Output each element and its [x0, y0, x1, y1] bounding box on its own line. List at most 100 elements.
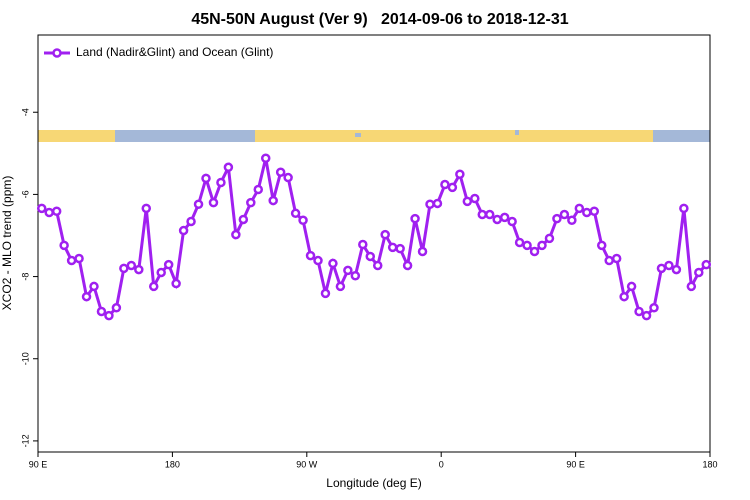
point: [410, 213, 420, 224]
point: [148, 281, 159, 292]
point: [246, 197, 256, 208]
y-axis-title: XCO2 - MLO trend (ppm): [0, 176, 14, 311]
point: [671, 264, 682, 275]
point: [89, 281, 99, 292]
legend-marker: [52, 48, 62, 58]
point: [425, 199, 435, 210]
y-tick-label: -4: [20, 108, 30, 116]
point: [44, 207, 54, 218]
point: [238, 214, 249, 225]
point: [477, 209, 488, 220]
y-tick-label: -8: [20, 273, 30, 281]
point: [163, 259, 174, 270]
point: [380, 229, 390, 240]
point: [365, 251, 376, 262]
point: [313, 255, 323, 266]
point: [679, 203, 689, 214]
point: [350, 271, 361, 281]
x-tick-label: 90 E: [566, 459, 585, 469]
point: [492, 214, 502, 225]
point: [260, 153, 271, 164]
point: [223, 162, 234, 173]
point: [96, 306, 107, 317]
point: [559, 209, 570, 220]
point: [701, 259, 712, 270]
point: [171, 278, 181, 289]
point: [335, 281, 346, 292]
point: [589, 206, 600, 216]
point: [201, 173, 211, 184]
point: [283, 172, 293, 183]
point: [664, 260, 674, 271]
point: [320, 288, 331, 299]
point: [604, 255, 614, 266]
point: [126, 260, 137, 271]
point: [447, 182, 458, 193]
point: [402, 260, 413, 271]
point: [440, 179, 450, 190]
point: [544, 233, 555, 244]
point: [119, 263, 129, 274]
point: [686, 281, 697, 292]
point: [417, 246, 428, 257]
legend-label: Land (Nadir&Glint) and Ocean (Glint): [76, 45, 273, 59]
y-tick-label: -12: [20, 434, 30, 447]
point: [626, 281, 637, 292]
point: [649, 303, 659, 313]
point: [529, 246, 540, 257]
x-axis-title: Longitude (deg E): [326, 476, 421, 490]
x-tick-label: 90 E: [29, 459, 48, 469]
point: [305, 250, 316, 261]
point: [634, 306, 644, 317]
point: [462, 196, 473, 207]
point: [81, 291, 92, 302]
point: [656, 263, 667, 274]
point: [395, 243, 405, 254]
point: [619, 291, 629, 302]
y-tick-label: -10: [20, 352, 30, 365]
point: [36, 203, 47, 214]
x-tick-label: 90 W: [296, 459, 318, 469]
ocean: [515, 130, 519, 135]
x-tick-label: 180: [702, 459, 717, 469]
point: [343, 265, 353, 276]
point: [567, 215, 577, 226]
point: [216, 177, 226, 188]
point: [298, 215, 308, 226]
point: [574, 203, 585, 214]
land-ocean-strip: [38, 130, 710, 142]
point: [208, 197, 219, 208]
point: [111, 303, 122, 313]
point: [552, 213, 562, 224]
point: [432, 198, 443, 209]
point: [484, 209, 495, 220]
point: [141, 203, 152, 214]
point: [522, 240, 532, 251]
ocean: [355, 133, 361, 137]
point: [596, 240, 607, 251]
chart-title: 45N-50N August (Ver 9) 2014-09-06 to 201…: [191, 11, 568, 28]
point: [193, 199, 204, 210]
plot-frame: [37, 34, 711, 453]
point: [51, 206, 62, 216]
x-tick-label: 0: [439, 459, 444, 469]
point: [641, 310, 652, 321]
point: [372, 260, 383, 271]
point: [268, 195, 278, 206]
point: [253, 184, 264, 195]
point: [231, 229, 241, 240]
point: [537, 240, 547, 251]
point: [470, 193, 480, 204]
point: [74, 253, 84, 264]
point: [134, 264, 144, 275]
y-tick-label: -6: [20, 190, 30, 198]
point: [66, 255, 77, 266]
series-line: [41, 157, 708, 318]
point: [59, 240, 69, 251]
point: [186, 216, 196, 227]
point: [499, 212, 510, 223]
point: [582, 207, 592, 218]
land: [255, 130, 653, 142]
point: [694, 267, 704, 278]
